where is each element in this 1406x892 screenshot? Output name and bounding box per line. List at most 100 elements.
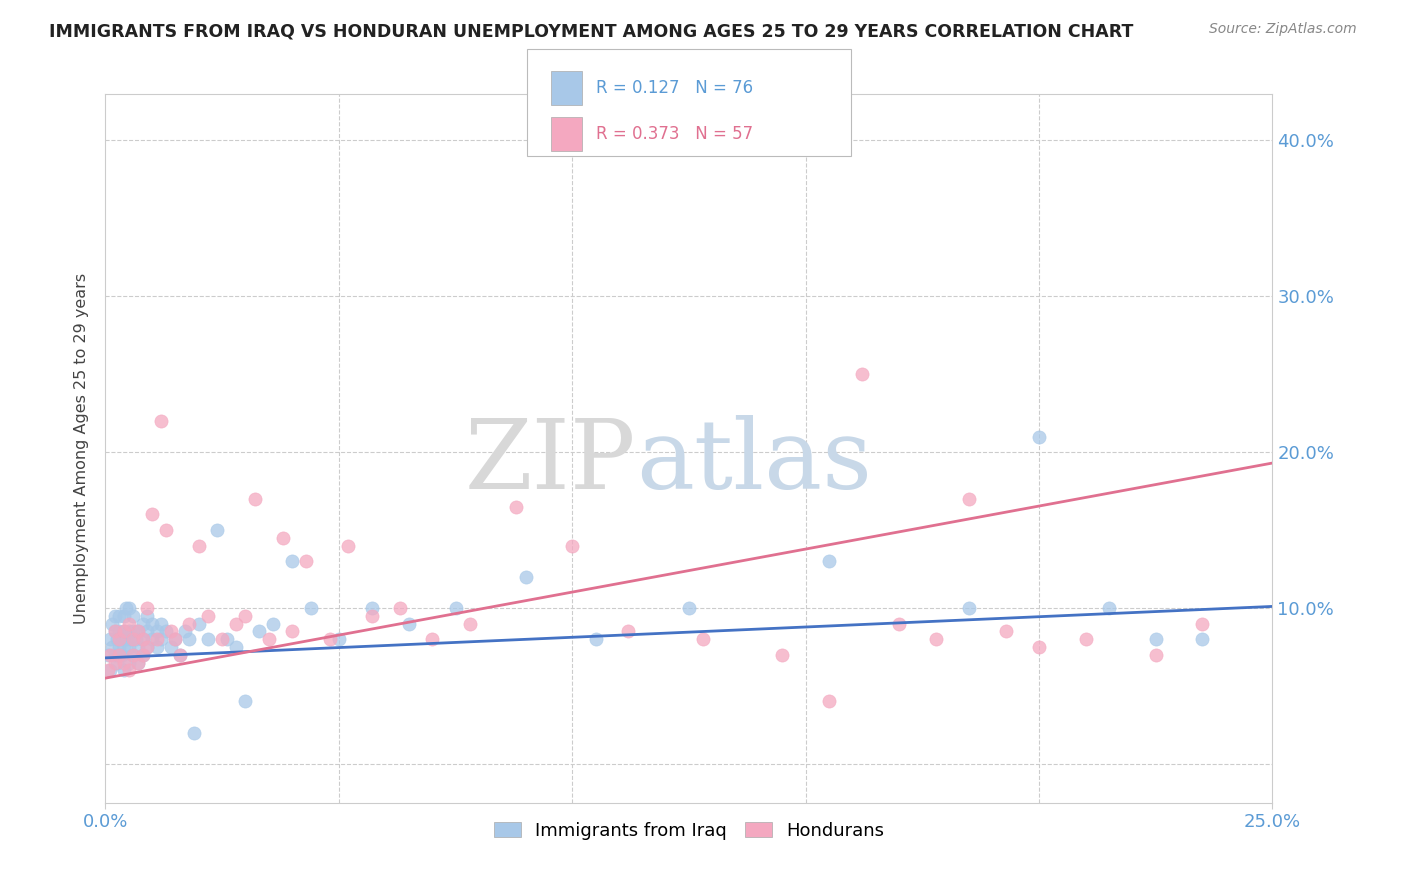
Point	[104, 624, 127, 639]
Point	[136, 601, 159, 615]
Text: R = 0.127   N = 76: R = 0.127 N = 76	[596, 78, 754, 97]
Point	[122, 608, 145, 623]
Point	[215, 632, 238, 647]
Point	[104, 624, 127, 639]
Point	[295, 554, 318, 568]
Point	[118, 601, 141, 615]
Legend: Immigrants from Iraq, Hondurans: Immigrants from Iraq, Hondurans	[486, 814, 891, 847]
Point	[146, 632, 169, 647]
Point	[155, 523, 177, 537]
Point	[770, 648, 793, 662]
Point	[271, 531, 294, 545]
Point	[225, 640, 247, 654]
Point	[108, 632, 131, 647]
Point	[98, 663, 121, 677]
Text: Source: ZipAtlas.com: Source: ZipAtlas.com	[1209, 22, 1357, 37]
Point	[112, 663, 135, 677]
Point	[337, 539, 360, 553]
Point	[197, 608, 219, 623]
Point	[444, 601, 467, 615]
Point	[122, 632, 145, 647]
Point	[105, 656, 128, 670]
Text: IMMIGRANTS FROM IRAQ VS HONDURAN UNEMPLOYMENT AMONG AGES 25 TO 29 YEARS CORRELAT: IMMIGRANTS FROM IRAQ VS HONDURAN UNEMPLO…	[49, 22, 1133, 40]
Point	[515, 570, 537, 584]
Point	[108, 648, 131, 662]
Point	[159, 624, 181, 639]
Point	[957, 491, 980, 506]
Point	[561, 539, 583, 553]
Point	[112, 624, 135, 639]
Point	[108, 640, 131, 654]
Point	[101, 616, 124, 631]
Point	[851, 368, 873, 382]
Point	[617, 624, 640, 639]
Point	[105, 632, 128, 647]
Point	[1191, 632, 1213, 647]
Point	[957, 601, 980, 615]
Point	[120, 632, 142, 647]
Y-axis label: Unemployment Among Ages 25 to 29 years: Unemployment Among Ages 25 to 29 years	[73, 273, 89, 624]
Point	[187, 616, 209, 631]
Point	[118, 624, 141, 639]
Point	[127, 624, 149, 639]
Point	[678, 601, 700, 615]
Point	[281, 554, 304, 568]
Point	[692, 632, 714, 647]
Point	[179, 632, 201, 647]
Point	[118, 616, 141, 631]
Point	[458, 616, 481, 631]
Point	[420, 632, 443, 647]
Point	[132, 632, 155, 647]
Point	[211, 632, 233, 647]
Point	[98, 632, 121, 647]
Point	[104, 648, 127, 662]
Point	[505, 500, 527, 514]
Point	[122, 624, 145, 639]
Point	[818, 554, 841, 568]
Point	[1191, 616, 1213, 631]
Point	[388, 601, 411, 615]
Point	[585, 632, 607, 647]
Point	[141, 616, 163, 631]
Point	[818, 694, 841, 708]
Point	[118, 656, 141, 670]
Point	[112, 656, 135, 670]
Point	[97, 663, 120, 677]
Point	[235, 608, 257, 623]
Point	[127, 640, 149, 654]
Text: R = 0.373   N = 57: R = 0.373 N = 57	[596, 125, 754, 143]
Point	[112, 624, 135, 639]
Point	[118, 663, 141, 677]
Point	[187, 539, 209, 553]
Point	[127, 624, 149, 639]
Point	[112, 608, 135, 623]
Point	[207, 523, 229, 537]
Point	[257, 632, 280, 647]
Point	[169, 648, 191, 662]
Point	[179, 616, 201, 631]
Point	[360, 608, 382, 623]
Point	[127, 656, 149, 670]
Point	[225, 616, 247, 631]
Point	[122, 648, 145, 662]
Point	[136, 608, 159, 623]
Point	[118, 640, 141, 654]
Point	[111, 632, 134, 647]
Point	[108, 648, 131, 662]
Point	[299, 601, 322, 615]
Point	[360, 601, 382, 615]
Point	[995, 624, 1018, 639]
Point	[165, 632, 187, 647]
Point	[132, 616, 155, 631]
Point	[108, 624, 131, 639]
Point	[165, 632, 187, 647]
Point	[235, 694, 257, 708]
Point	[398, 616, 420, 631]
Point	[101, 640, 124, 654]
Point	[115, 632, 138, 647]
Point	[104, 656, 127, 670]
Point	[1074, 632, 1097, 647]
Point	[104, 608, 127, 623]
Point	[136, 640, 159, 654]
Point	[150, 414, 173, 428]
